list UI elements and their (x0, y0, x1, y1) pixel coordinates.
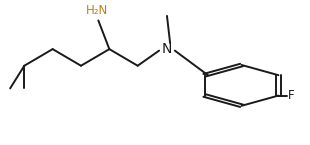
Text: H₂N: H₂N (86, 4, 108, 17)
Text: F: F (288, 89, 294, 102)
Text: N: N (162, 42, 172, 56)
